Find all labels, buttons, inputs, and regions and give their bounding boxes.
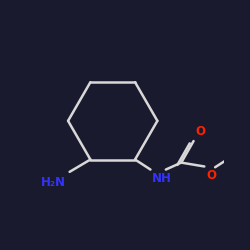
Text: O: O: [195, 125, 205, 138]
Text: NH: NH: [152, 172, 172, 185]
Text: O: O: [206, 169, 216, 182]
Text: H₂N: H₂N: [41, 176, 66, 190]
